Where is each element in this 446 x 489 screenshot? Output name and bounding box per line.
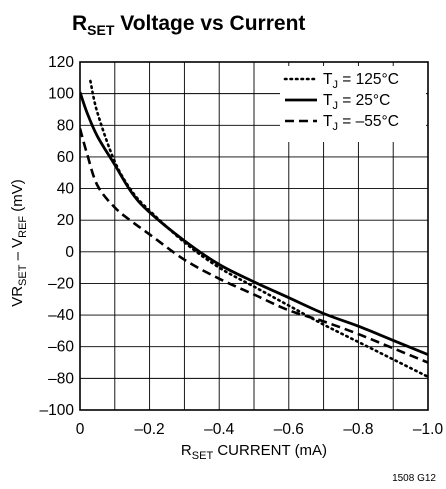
legend: TJ = 125°CTJ = 25°CTJ = –55°C bbox=[280, 66, 426, 142]
series-line-solid bbox=[80, 91, 428, 356]
x-tick-label: –0.4 bbox=[204, 421, 235, 438]
y-tick-label: 60 bbox=[57, 149, 75, 166]
x-tick-label: 0 bbox=[76, 421, 85, 438]
y-tick-label: –20 bbox=[48, 275, 74, 292]
y-tick-label: –60 bbox=[48, 339, 74, 356]
legend-label: TJ = –55°C bbox=[323, 113, 399, 133]
legend-label: TJ = 125°C bbox=[323, 71, 399, 91]
y-axis-label: VRSET – VREF (mV) bbox=[9, 179, 29, 307]
x-tick-label: –0.6 bbox=[274, 421, 304, 438]
series-line-dashed bbox=[80, 128, 428, 364]
x-tick-label: –0.8 bbox=[343, 421, 373, 438]
y-tick-label: 40 bbox=[57, 181, 75, 198]
x-axis-label: RSET CURRENT (mA) bbox=[181, 442, 327, 462]
legend-background bbox=[280, 66, 426, 142]
y-tick-label: –40 bbox=[48, 307, 74, 324]
x-tick-labels: 0 –0.2 –0.4 –0.6 –0.8 –1.0 bbox=[76, 421, 444, 438]
y-tick-label: –100 bbox=[40, 402, 75, 419]
y-tick-label: 20 bbox=[57, 212, 75, 229]
plot-series bbox=[80, 79, 428, 379]
x-tick-label: –0.2 bbox=[135, 421, 165, 438]
y-tick-label: 120 bbox=[48, 54, 74, 71]
plot-frame bbox=[79, 61, 429, 411]
y-tick-label: 80 bbox=[57, 117, 75, 134]
y-tick-labels: –100 –80 –60 –40 –20 0 20 40 60 80 100 120 bbox=[40, 54, 75, 419]
y-tick-label: –80 bbox=[48, 370, 74, 387]
figure-id: 1508 G12 bbox=[392, 473, 436, 484]
y-tick-label: 100 bbox=[48, 86, 74, 103]
chart-title: RSET Voltage vs Current bbox=[72, 12, 305, 38]
x-tick-label: –1.0 bbox=[413, 421, 444, 438]
series-line-dotted bbox=[89, 79, 428, 379]
y-tick-label: 0 bbox=[65, 244, 74, 261]
legend-label: TJ = 25°C bbox=[323, 92, 390, 112]
